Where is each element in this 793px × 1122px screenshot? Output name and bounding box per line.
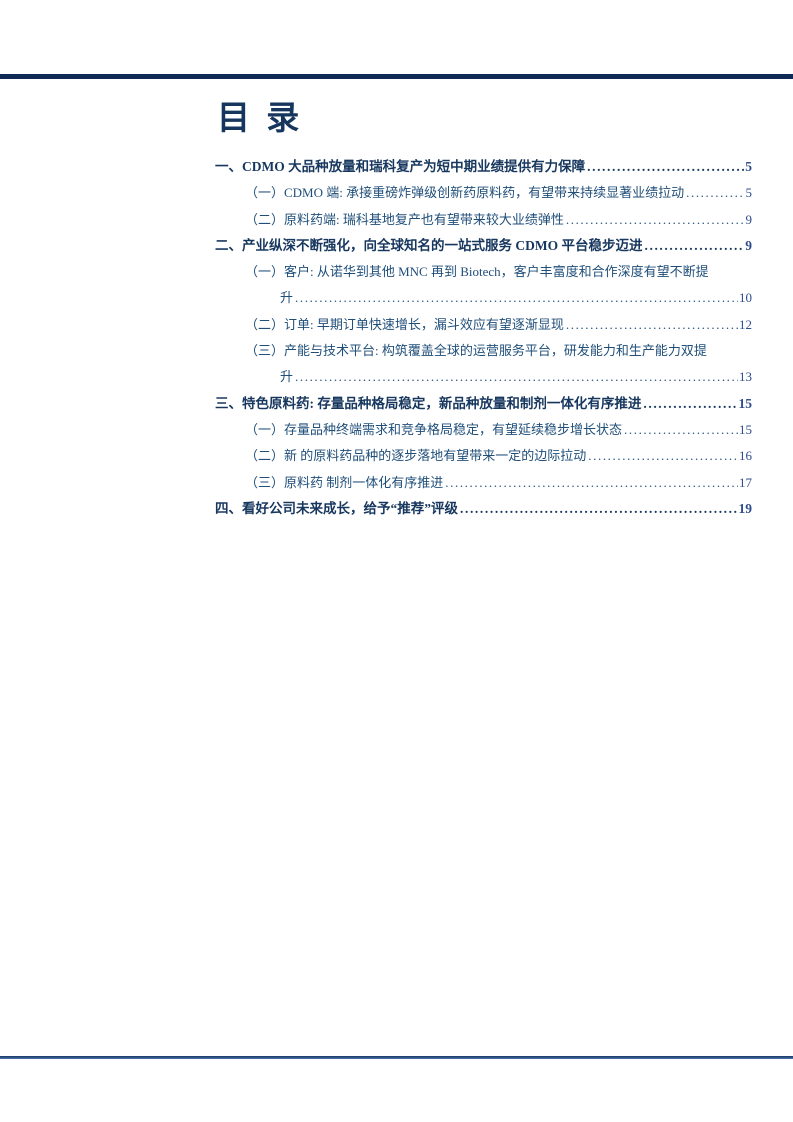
toc-entry[interactable]: 三、特色原料药: 存量品种格局稳定，新品种放量和制剂一体化有序推进.......… [215, 391, 752, 417]
toc-entry-text: 四、看好公司未来成长，给予“推荐”评级 [215, 500, 458, 516]
toc-page-number: 9 [745, 211, 753, 227]
toc-page-number: 16 [739, 448, 752, 464]
toc-entry-text: 三、特色原料药: 存量品种格局稳定，新品种放量和制剂一体化有序推进 [215, 395, 642, 411]
toc-entry-text: （二）新 的原料药品种的逐步落地有望带来一定的边际拉动 [245, 448, 587, 464]
toc-page-number: 15 [739, 421, 752, 437]
toc-entry[interactable]: （二）新 的原料药品种的逐步落地有望带来一定的边际拉动.............… [215, 443, 752, 469]
toc-entry[interactable]: （三）原料药 制剂一体化有序推进........................… [215, 470, 752, 496]
toc-entry[interactable]: 二、产业纵深不断强化，向全球知名的一站式服务 CDMO 平台稳步迈进......… [215, 233, 752, 259]
toc-entry[interactable]: （一）客户: 从诺华到其他 MNC 再到 Biotech，客户丰富度和合作深度有… [215, 259, 752, 312]
toc-content: 目 录 一、CDMO 大品种放量和瑞科复产为短中期业绩提供有力保障.......… [215, 98, 752, 522]
toc-page-number: 19 [738, 500, 753, 516]
toc-leader-dots: ........................................… [295, 369, 738, 385]
toc-entry[interactable]: 四、看好公司未来成长，给予“推荐”评级.....................… [215, 496, 752, 522]
toc-entry-text: 二、产业纵深不断强化，向全球知名的一站式服务 CDMO 平台稳步迈进 [215, 237, 643, 253]
toc-entry-text: 升 [280, 369, 294, 385]
toc-entry[interactable]: 一、CDMO 大品种放量和瑞科复产为短中期业绩提供有力保障...........… [215, 154, 752, 180]
toc-entry[interactable]: （三）产能与技术平台: 构筑覆盖全球的运营服务平台，研发能力和生产能力双提升..… [215, 338, 752, 391]
toc-entry-text: （一）CDMO 端: 承接重磅炸弹级创新药原料药，有望带来持续显著业绩拉动 [245, 185, 685, 201]
toc-page-number: 13 [739, 369, 752, 385]
toc-entry-text: （一）客户: 从诺华到其他 MNC 再到 Biotech，客户丰富度和合作深度有… [245, 264, 709, 280]
toc-page-number: 5 [745, 159, 752, 174]
toc-entry-text: （三）产能与技术平台: 构筑覆盖全球的运营服务平台，研发能力和生产能力双提 [245, 343, 707, 359]
toc-entry[interactable]: （二）订单: 早期订单快速增长，漏斗效应有望逐渐显现..............… [215, 312, 752, 338]
toc-entry-text: （一）存量品种终端需求和竞争格局稳定，有望延续稳步增长状态 [245, 421, 623, 437]
toc-leader-dots: ........................................… [644, 237, 745, 253]
toc-leader-dots: ........................................… [643, 395, 738, 411]
toc-entry-text: （三）原料药 制剂一体化有序推进 [245, 474, 444, 490]
toc-entry[interactable]: （一）存量品种终端需求和竞争格局稳定，有望延续稳步增长状态...........… [215, 417, 752, 443]
toc-leader-dots: ........................................… [587, 159, 745, 174]
toc-page-number: 9 [745, 237, 752, 253]
toc-entry[interactable]: （二）原料药端: 瑞科基地复产也有望带来较大业绩弹性..............… [215, 207, 752, 233]
bottom-divider [0, 1056, 793, 1059]
toc-entry-text: （二）订单: 早期订单快速增长，漏斗效应有望逐渐显现 [245, 316, 564, 332]
toc-leader-dots: ........................................… [588, 448, 738, 464]
toc-leader-dots: ........................................… [445, 474, 738, 490]
toc-list: 一、CDMO 大品种放量和瑞科复产为短中期业绩提供有力保障...........… [215, 154, 752, 522]
toc-entry-text: （二）原料药端: 瑞科基地复产也有望带来较大业绩弹性 [245, 211, 564, 227]
toc-leader-dots: ........................................… [565, 316, 738, 332]
toc-leader-dots: ........................................… [460, 500, 738, 516]
toc-page-number: 12 [739, 316, 752, 332]
toc-entry-text: 升 [280, 290, 294, 306]
toc-leader-dots: ........................................… [686, 185, 745, 201]
toc-leader-dots: ........................................… [624, 421, 738, 437]
toc-page-number: 5 [745, 185, 753, 201]
toc-entry[interactable]: （一）CDMO 端: 承接重磅炸弹级创新药原料药，有望带来持续显著业绩拉动...… [215, 180, 752, 206]
toc-page-number: 15 [738, 395, 753, 411]
toc-page-number: 10 [739, 290, 752, 306]
top-divider [0, 74, 793, 79]
toc-leader-dots: ........................................… [565, 211, 745, 227]
toc-title: 目 录 [217, 101, 301, 137]
toc-page-number: 17 [739, 474, 752, 490]
toc-leader-dots: ........................................… [295, 290, 738, 306]
toc-entry-text: 一、CDMO 大品种放量和瑞科复产为短中期业绩提供有力保障 [215, 159, 586, 174]
